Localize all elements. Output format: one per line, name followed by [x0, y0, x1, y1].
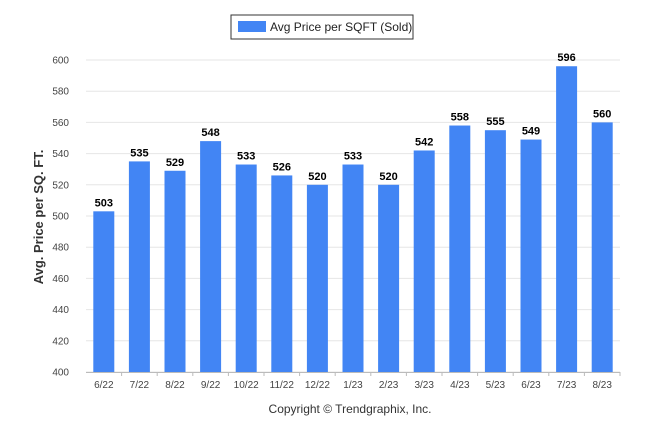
x-tick-label: 12/22	[305, 380, 330, 391]
x-tick-label: 11/22	[270, 380, 295, 391]
bar	[556, 66, 578, 373]
y-tick-label: 600	[52, 56, 69, 67]
x-tick-label: 4/23	[450, 380, 470, 391]
bar	[484, 130, 506, 372]
bar	[413, 150, 435, 372]
data-label: 503	[95, 197, 113, 209]
x-tick-label: 5/23	[486, 380, 506, 391]
data-label: 549	[522, 126, 540, 138]
y-tick-label: 500	[52, 212, 69, 223]
bar	[164, 170, 186, 372]
y-tick-label: 560	[52, 118, 69, 129]
y-tick-label: 440	[52, 305, 69, 316]
y-axis-label: Avg. Price per SQ. FT.	[31, 150, 46, 285]
legend-swatch	[238, 21, 266, 32]
x-tick-label: 3/23	[414, 380, 434, 391]
bar	[128, 161, 150, 372]
legend-label: Avg Price per SQFT (Sold)	[270, 20, 412, 34]
data-label: 560	[593, 108, 611, 120]
y-axis-ticks: 400 420 440 460 480 500 520 540 560 580 600	[52, 56, 69, 379]
bar	[378, 184, 400, 372]
data-label: 529	[166, 157, 184, 169]
x-tick-label: 8/23	[592, 380, 612, 391]
x-axis-ticks: 6/22 7/22 8/22 9/22 10/22 11/22 12/22 1/23 2/23 3…	[94, 372, 621, 391]
bar	[342, 164, 364, 372]
data-label: 555	[486, 116, 504, 128]
bars: 503 535 529 548 533 526 520 533 520 542 558 555 549 5…	[93, 52, 613, 373]
bar	[449, 125, 471, 373]
y-tick-label: 480	[52, 243, 69, 254]
data-label: 535	[130, 147, 148, 159]
copyright-text: Copyright © Trendgraphix, Inc.	[269, 402, 432, 416]
data-label: 596	[557, 52, 575, 64]
x-tick-label: 9/22	[201, 380, 221, 391]
bar	[306, 184, 328, 372]
x-tick-label: 7/23	[557, 380, 577, 391]
data-label: 542	[415, 136, 433, 148]
data-label: 533	[344, 151, 362, 163]
bar	[591, 122, 613, 373]
y-tick-label: 460	[52, 274, 69, 285]
y-tick-label: 400	[52, 368, 69, 379]
bar	[235, 164, 257, 372]
x-tick-label: 1/23	[343, 380, 363, 391]
bar	[271, 175, 293, 372]
bar	[200, 141, 222, 372]
x-tick-label: 2/23	[379, 380, 399, 391]
x-tick-label: 6/22	[94, 380, 114, 391]
y-tick-label: 520	[52, 180, 69, 191]
legend: Avg Price per SQFT (Sold)	[230, 14, 414, 40]
data-label: 558	[451, 112, 469, 124]
bar	[93, 211, 115, 372]
y-tick-label: 540	[52, 149, 69, 160]
data-label: 526	[273, 161, 291, 173]
data-label: 533	[237, 151, 255, 163]
data-label: 520	[379, 171, 397, 183]
y-tick-label: 420	[52, 336, 69, 347]
x-tick-label: 7/22	[130, 380, 150, 391]
y-tick-label: 580	[52, 87, 69, 98]
data-label: 548	[201, 127, 219, 139]
x-tick-label: 10/22	[234, 380, 259, 391]
x-tick-label: 6/23	[521, 380, 541, 391]
x-tick-label: 8/22	[165, 380, 185, 391]
data-label: 520	[308, 171, 326, 183]
bar	[520, 139, 542, 372]
